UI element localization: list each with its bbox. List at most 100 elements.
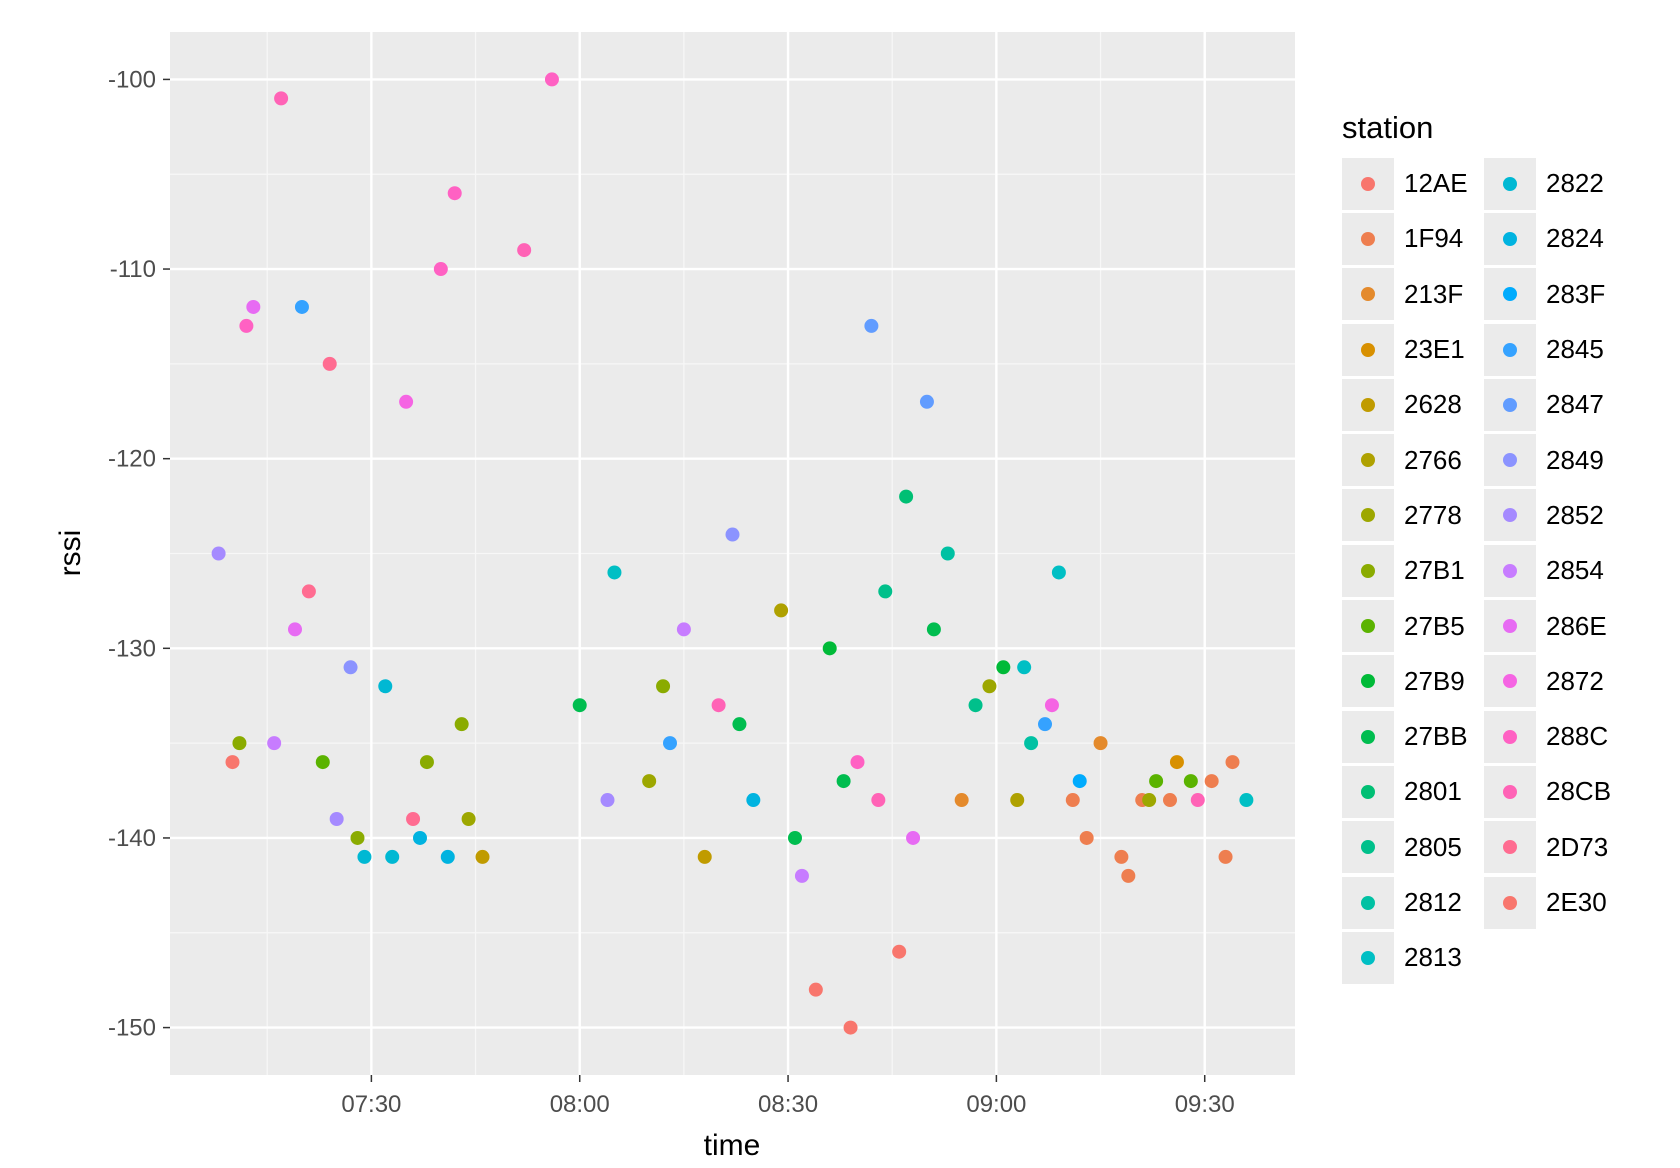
legend-swatch bbox=[1361, 176, 1375, 191]
legend-swatch bbox=[1361, 397, 1375, 412]
legend-key bbox=[1342, 655, 1394, 708]
data-point-27BB bbox=[836, 774, 851, 789]
legend-item-2852: 2852 bbox=[1484, 488, 1618, 543]
legend-label: 27B9 bbox=[1404, 665, 1465, 696]
legend-item-2822: 2822 bbox=[1484, 156, 1618, 211]
data-point-2E30 bbox=[892, 944, 907, 959]
data-point-2824 bbox=[746, 793, 761, 808]
legend-swatch bbox=[1503, 674, 1517, 689]
data-point-2628 bbox=[697, 849, 712, 864]
x-tick-label: 08:00 bbox=[550, 1091, 610, 1118]
data-point-1F94 bbox=[1204, 774, 1219, 789]
legend-swatch bbox=[1361, 563, 1375, 578]
data-point-2E30 bbox=[225, 755, 240, 770]
legend-label: 2813 bbox=[1404, 942, 1462, 973]
legend-swatch bbox=[1503, 895, 1517, 910]
x-tick-label: 09:30 bbox=[1175, 1091, 1235, 1118]
data-point-2845 bbox=[1038, 717, 1052, 732]
data-point-28CB bbox=[517, 243, 532, 258]
data-point-1F94 bbox=[1065, 793, 1080, 808]
data-point-27B1 bbox=[350, 830, 365, 845]
data-point-2847 bbox=[919, 394, 934, 409]
data-point-27B1 bbox=[656, 679, 671, 694]
data-point-28CB bbox=[711, 698, 726, 713]
data-point-2778 bbox=[461, 811, 476, 826]
legend-item-28CB: 28CB bbox=[1484, 764, 1618, 819]
legend-swatch bbox=[1361, 453, 1375, 468]
x-tick-label: 08:30 bbox=[758, 1091, 818, 1118]
legend-item-2854: 2854 bbox=[1484, 543, 1618, 598]
data-point-2822 bbox=[357, 849, 372, 864]
data-point-1F94 bbox=[1218, 849, 1233, 864]
data-point-286E bbox=[246, 299, 261, 314]
legend-swatch bbox=[1503, 231, 1517, 246]
data-point-2778 bbox=[1142, 793, 1157, 808]
legend-swatch bbox=[1361, 342, 1375, 357]
legend-key bbox=[1342, 323, 1394, 376]
data-point-2849 bbox=[343, 660, 358, 675]
legend-key bbox=[1342, 489, 1394, 542]
data-point-2824 bbox=[413, 830, 427, 845]
legend-item-27BB: 27BB bbox=[1342, 709, 1476, 764]
data-point-2801 bbox=[899, 489, 914, 504]
y-tick-label: -130 bbox=[108, 635, 156, 662]
x-tick-label: 07:30 bbox=[341, 1091, 401, 1118]
legend-columns: 12AE 1F94 213F 23E1 2628 2766 2778 27B1 27B5 27B9… bbox=[1342, 156, 1626, 985]
legend-label: 213F bbox=[1404, 278, 1464, 309]
legend-swatch bbox=[1503, 784, 1517, 799]
legend-swatch bbox=[1503, 397, 1517, 412]
data-point-283F bbox=[1072, 774, 1087, 789]
legend-title: station bbox=[1342, 110, 1434, 145]
legend-label: 2845 bbox=[1546, 334, 1604, 365]
data-point-2854 bbox=[676, 622, 691, 637]
legend-column-2: 2822 2824 283F 2845 2847 2849 2852 2854 286E 2872… bbox=[1484, 156, 1618, 985]
legend-label: 12AE bbox=[1404, 168, 1468, 199]
legend-label: 23E1 bbox=[1404, 334, 1465, 365]
data-point-28CB bbox=[1190, 793, 1205, 808]
legend-key bbox=[1484, 710, 1536, 763]
legend-key bbox=[1342, 600, 1394, 653]
legend-key bbox=[1484, 157, 1536, 210]
legend-item-2801: 2801 bbox=[1342, 764, 1476, 819]
data-point-288C bbox=[544, 72, 559, 87]
legend-item-2813: 2813 bbox=[1342, 930, 1476, 985]
data-point-288C bbox=[239, 318, 254, 333]
legend-label: 2628 bbox=[1404, 389, 1462, 420]
legend-key bbox=[1484, 323, 1536, 376]
legend-key bbox=[1484, 378, 1536, 431]
legend-swatch bbox=[1361, 895, 1375, 910]
legend-key bbox=[1484, 212, 1536, 265]
data-point-12AE bbox=[808, 982, 823, 997]
data-point-27BB bbox=[926, 622, 941, 637]
data-point-1F94 bbox=[1225, 755, 1240, 770]
data-point-27B9 bbox=[996, 660, 1011, 675]
legend: station 12AE 1F94 213F 23E1 2628 2766 2778 27B1… bbox=[1342, 110, 1626, 985]
legend-key bbox=[1484, 765, 1536, 818]
data-point-1F94 bbox=[1079, 830, 1094, 845]
legend-label: 28CB bbox=[1546, 776, 1612, 807]
data-point-2872 bbox=[1044, 698, 1059, 713]
legend-column-1: 12AE 1F94 213F 23E1 2628 2766 2778 27B1 27B5 27B9… bbox=[1342, 156, 1476, 985]
legend-item-2E30: 2E30 bbox=[1484, 875, 1618, 930]
legend-key bbox=[1484, 876, 1536, 929]
legend-label: 2D73 bbox=[1546, 831, 1609, 862]
data-point-2813 bbox=[1017, 660, 1032, 675]
legend-label: 2854 bbox=[1546, 555, 1604, 586]
legend-swatch bbox=[1503, 563, 1517, 578]
x-tick-label: 09:00 bbox=[966, 1091, 1026, 1118]
data-point-2845 bbox=[663, 736, 677, 751]
legend-key bbox=[1342, 157, 1394, 210]
legend-item-286E: 286E bbox=[1484, 598, 1618, 653]
legend-label: 27B5 bbox=[1404, 610, 1465, 641]
data-point-2805 bbox=[878, 584, 893, 599]
legend-swatch bbox=[1503, 619, 1517, 634]
legend-key bbox=[1342, 821, 1394, 874]
legend-key bbox=[1342, 434, 1394, 487]
legend-key bbox=[1484, 544, 1536, 597]
data-point-23E1 bbox=[1169, 755, 1184, 770]
data-point-28CB bbox=[871, 793, 886, 808]
legend-item-27B5: 27B5 bbox=[1342, 598, 1476, 653]
legend-label: 1F94 bbox=[1404, 223, 1464, 254]
legend-label: 27B1 bbox=[1404, 555, 1465, 586]
data-point-2854 bbox=[267, 736, 282, 751]
